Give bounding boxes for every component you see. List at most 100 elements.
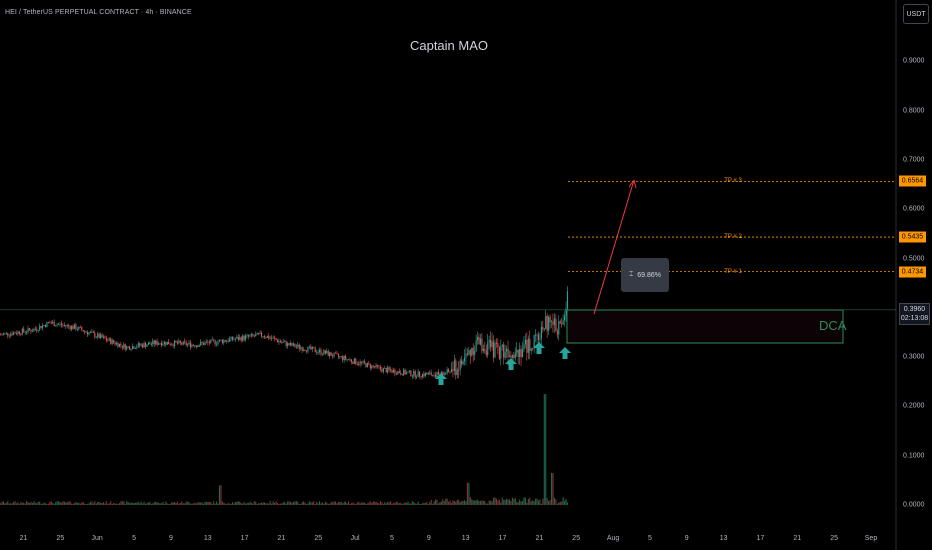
candle-body <box>233 339 235 341</box>
candle-body <box>424 372 426 377</box>
volume-bar <box>98 501 100 505</box>
volume-bar <box>240 503 242 505</box>
volume-bar <box>295 501 297 505</box>
candle-body <box>81 327 83 331</box>
volume-bar <box>443 500 445 505</box>
candle-body <box>413 371 415 376</box>
volume-bar <box>387 501 389 505</box>
volume-bar <box>66 501 68 505</box>
candle-body <box>136 346 138 349</box>
candle-body <box>49 322 51 324</box>
candle-body <box>308 346 310 348</box>
volume-bar <box>485 503 487 505</box>
candle-body <box>317 352 319 353</box>
candle-body <box>303 349 305 351</box>
time-tick: 17 <box>498 535 507 542</box>
volume-bar <box>92 503 94 505</box>
symbol-title[interactable]: HEI / TetherUS PERPETUAL CONTRACT · 4h ·… <box>5 9 192 16</box>
volume-bar <box>220 485 222 505</box>
candle-body <box>448 369 450 372</box>
volume-bar <box>205 502 207 505</box>
candle-body <box>4 333 6 334</box>
volume-bar <box>184 503 186 505</box>
candle-body <box>26 332 28 334</box>
time-tick: 25 <box>572 535 581 542</box>
volume-bar <box>81 502 83 505</box>
volume-bar <box>221 501 223 505</box>
candle-body <box>1 334 3 336</box>
volume-bar <box>321 502 323 505</box>
volume-bar <box>371 502 373 505</box>
volume-bar <box>455 501 457 505</box>
candle-body <box>366 362 368 368</box>
candle-body <box>229 338 231 342</box>
volume-bar <box>374 501 376 505</box>
candle-body <box>406 372 408 375</box>
volume-bar <box>34 502 36 505</box>
candle-body <box>181 342 183 345</box>
currency-button[interactable]: USDT <box>903 4 929 24</box>
volume-bar <box>361 502 363 505</box>
volume-bar <box>481 500 483 505</box>
candle-body <box>350 359 352 362</box>
volume-bar <box>145 503 147 505</box>
volume-bar <box>94 501 96 505</box>
volume-bar <box>362 502 364 505</box>
candle-body <box>245 335 247 340</box>
volume-bar <box>524 497 526 505</box>
volume-bar <box>326 502 328 505</box>
volume-bar <box>398 503 400 505</box>
volume-bar <box>479 500 482 505</box>
volume-bar <box>274 502 276 505</box>
volume-bar <box>258 503 260 505</box>
candle-body <box>458 369 460 371</box>
volume-bar <box>189 503 192 505</box>
volume-bar <box>181 501 183 505</box>
time-tick: 25 <box>56 535 65 542</box>
volume-bar <box>131 502 134 505</box>
candle-body <box>149 342 151 345</box>
candle-body <box>234 338 236 340</box>
candle-body <box>163 341 165 345</box>
candle-body <box>179 340 181 343</box>
volume-bar <box>553 497 555 505</box>
candle-body <box>482 348 484 352</box>
volume-bar <box>314 503 316 505</box>
bar-countdown: 02:13:08 <box>900 315 929 322</box>
volume-bar <box>349 503 351 505</box>
volume-bar <box>191 503 193 505</box>
candle-body <box>430 372 432 376</box>
volume-bar <box>233 503 235 505</box>
volume-bar <box>448 501 450 505</box>
volume-bar <box>58 501 60 505</box>
volume-bar <box>136 502 138 505</box>
candle-body <box>387 367 389 373</box>
volume-bar <box>323 503 325 505</box>
time-tick: 5 <box>132 535 136 542</box>
candle-body <box>307 346 309 352</box>
volume-bar <box>259 503 261 505</box>
candle-body <box>203 342 205 345</box>
volume-bar <box>268 503 270 505</box>
candle-body <box>56 324 58 326</box>
candle-body <box>343 355 345 361</box>
volume-bar <box>530 501 532 505</box>
volume-bar <box>245 503 247 505</box>
candle-body <box>275 338 277 340</box>
candle-body <box>53 321 55 326</box>
volume-bar <box>168 503 170 505</box>
volume-bar <box>552 472 554 505</box>
volume-bar <box>5 502 7 505</box>
candle-body <box>188 342 190 344</box>
price-tick: 0.2000 <box>903 402 925 410</box>
volume-bar <box>178 503 180 505</box>
candle-body <box>324 350 326 354</box>
candle-body <box>211 339 213 341</box>
projection-arrow <box>593 179 635 315</box>
time-tick: Jul <box>350 535 360 542</box>
candle-body <box>117 342 119 347</box>
volume-bar <box>44 503 47 505</box>
candle-body <box>355 358 357 365</box>
candle-body <box>545 315 547 329</box>
